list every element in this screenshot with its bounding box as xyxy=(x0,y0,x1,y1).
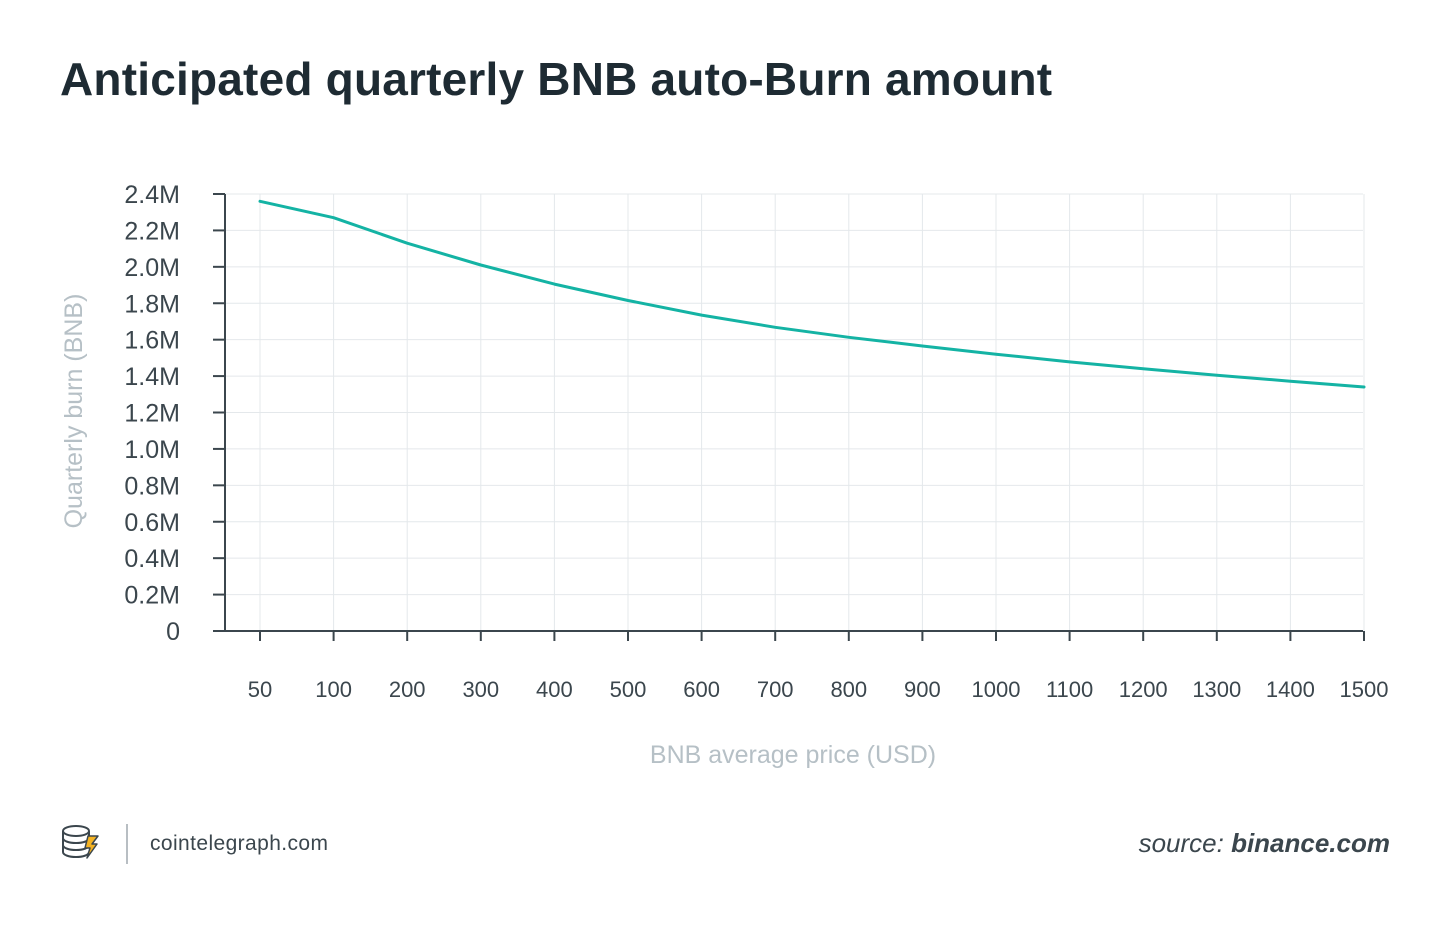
y-tick-label: 0.8M xyxy=(124,472,180,500)
y-tick-label: 0.4M xyxy=(124,545,180,573)
cointelegraph-logo-icon xyxy=(58,822,102,867)
y-tick-label: 0.2M xyxy=(124,582,180,610)
x-tick-label: 100 xyxy=(315,677,352,702)
x-tick-label: 50 xyxy=(248,677,272,702)
x-tick-label: 300 xyxy=(462,677,499,702)
y-tick-label: 1.4M xyxy=(124,363,180,391)
x-axis-ticks: 50 100 200 300 400 500 600 700 800 900 1000 1100 120… xyxy=(248,631,1389,702)
y-axis-label: Quarterly burn (BNB) xyxy=(60,294,88,529)
x-tick-label: 1400 xyxy=(1266,677,1315,702)
x-tick-label: 800 xyxy=(830,677,867,702)
y-tick-label: 2.4M xyxy=(124,181,180,209)
x-tick-label: 600 xyxy=(683,677,720,702)
source-name: binance.com xyxy=(1231,828,1390,858)
series-line xyxy=(258,199,1366,389)
y-tick-label: 0.6M xyxy=(124,509,180,537)
y-tick-label: 1.8M xyxy=(124,290,180,318)
site-url: cointelegraph.com xyxy=(150,832,329,855)
x-tick-label: 1100 xyxy=(1046,677,1093,702)
x-tick-label: 1200 xyxy=(1119,677,1168,702)
grid-lines xyxy=(225,193,1365,631)
source-credit: source: binance.com xyxy=(1139,828,1390,859)
x-tick-label: 200 xyxy=(389,677,426,702)
x-tick-label: 1000 xyxy=(972,677,1021,702)
y-tick-label: 0 xyxy=(166,618,180,646)
footer-divider xyxy=(126,824,128,864)
x-tick-label: 900 xyxy=(904,677,941,702)
y-tick-label: 1.0M xyxy=(124,436,180,464)
x-tick-label: 400 xyxy=(536,677,573,702)
x-tick-label: 1300 xyxy=(1192,677,1241,702)
y-tick-label: 2.0M xyxy=(124,254,180,282)
x-axis-label: BNB average price (USD) xyxy=(650,741,936,769)
source-prefix: source: xyxy=(1138,828,1224,858)
chart-title: Anticipated quarterly BNB auto-Burn amou… xyxy=(60,53,1053,105)
footer-branding: cointelegraph.com xyxy=(58,822,328,866)
x-tick-label: 700 xyxy=(757,677,794,702)
line-chart: 0 0.2M 0.4M 0.6M 0.8M 1.0M 1.2M 1.4M 1.6M 1.8M 2.0… xyxy=(60,181,1389,769)
y-tick-label: 1.2M xyxy=(124,400,180,428)
series-group xyxy=(258,199,1366,389)
y-axis-ticks: 0 0.2M 0.4M 0.6M 0.8M 1.0M 1.2M 1.4M 1.6M 1.8M 2.0… xyxy=(124,181,225,646)
y-tick-label: 2.2M xyxy=(124,217,180,245)
x-tick-label: 500 xyxy=(610,677,647,702)
x-tick-label: 1500 xyxy=(1340,677,1389,702)
y-tick-label: 1.6M xyxy=(124,327,180,355)
